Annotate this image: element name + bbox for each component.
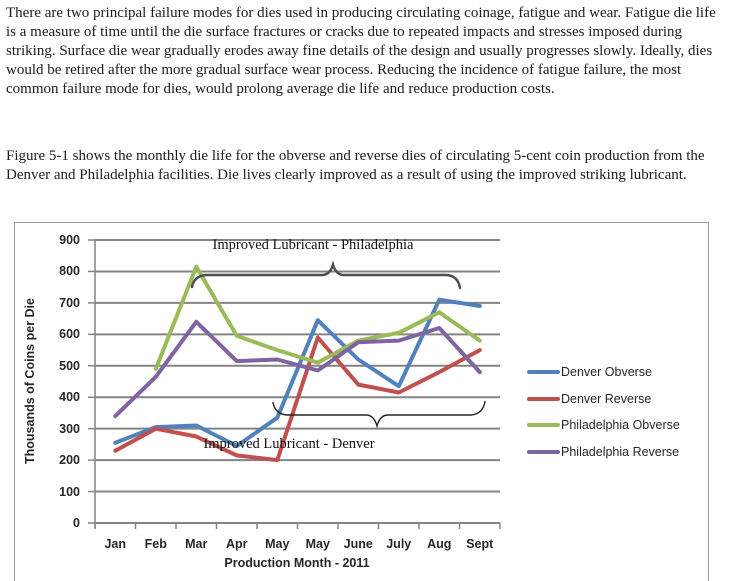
y-tick-label-700: 700 (59, 295, 80, 310)
axes (88, 239, 501, 529)
y-tick-label-800: 800 (59, 264, 80, 279)
series-philadelphia-obverse (153, 264, 482, 371)
legend-item-denver-obverse: Denver Obverse (527, 359, 705, 386)
y-tick-label-500: 500 (59, 358, 80, 373)
legend-item-philadelphia-obverse: Philadelphia Obverse (527, 412, 705, 439)
chart-legend: Denver Obverse Denver Reverse Philadelphia… (527, 359, 705, 465)
body-paragraph-1: There are two principal failure modes fo… (6, 5, 716, 97)
y-tick-label-600: 600 (59, 327, 80, 342)
y-tick-label-900: 900 (59, 233, 80, 247)
legend-key-line (527, 449, 560, 454)
x-tick-label-jan-0: Jan (104, 537, 127, 551)
brace-philadelphia (190, 260, 462, 290)
y-tick-label-200: 200 (59, 453, 80, 468)
series-denver-obverse (113, 297, 482, 448)
x-tick-label-july-7: July (386, 537, 412, 551)
series-denver-reverse (113, 335, 482, 463)
gridlines (95, 239, 500, 524)
y-tick-label-100: 100 (59, 484, 80, 499)
legend-item-philadelphia-reverse: Philadelphia Reverse (527, 439, 705, 466)
legend-item-denver-reverse: Denver Reverse (527, 386, 705, 413)
legend-key-line (527, 396, 560, 401)
legend-label: Philadelphia Reverse (561, 444, 680, 459)
legend-label: Philadelphia Obverse (561, 418, 680, 433)
y-tick-label-0: 0 (73, 516, 80, 530)
x-tick-label-mar-2: Mar (185, 537, 208, 551)
legend-label: Denver Obverse (561, 365, 653, 380)
x-tick-label-feb-1: Feb (144, 537, 167, 551)
x-tick-label-apr-3: Apr (225, 537, 248, 551)
brace-denver (272, 400, 486, 429)
series-lines (113, 264, 482, 463)
x-tick-label-aug-8: Aug (427, 537, 452, 551)
x-axis-title: Production Month - 2011 (224, 556, 370, 570)
legend-label: Denver Reverse (561, 391, 652, 406)
annotation-improved-lubricant-denver: Improved Lubricant - Denver (203, 436, 375, 452)
series-philadelphia-reverse (113, 319, 482, 419)
legend-key-line (527, 423, 560, 428)
legend-key-line (527, 370, 560, 375)
x-tick-label-sept-9: Sept (466, 537, 494, 551)
y-axis-title: Thousands of Coins per Die (23, 298, 37, 464)
y-tick-label-300: 300 (59, 421, 80, 436)
x-tick-label-may-4: May (265, 537, 290, 551)
annotation-improved-lubricant-philadelphia: Improved Lubricant - Philadelphia (212, 237, 414, 253)
body-paragraph-2: Figure 5-1 shows the monthly die life fo… (6, 148, 705, 183)
y-tick-label-400: 400 (59, 390, 80, 405)
x-tick-label-may-5: May (305, 537, 330, 551)
x-tick-label-june-6: June (343, 537, 373, 551)
